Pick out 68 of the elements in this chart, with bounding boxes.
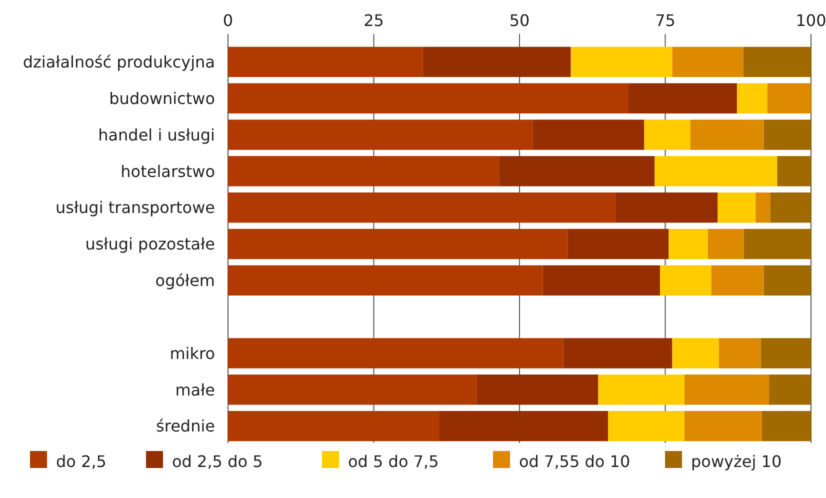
bar <box>660 265 712 296</box>
legend-label: od 2,5 do 5 <box>172 452 263 471</box>
x-tick-label: 50 <box>509 11 530 30</box>
bar <box>228 338 564 368</box>
bar <box>744 228 811 260</box>
bar <box>542 265 660 296</box>
bar <box>760 338 811 368</box>
bar <box>476 374 598 405</box>
bar <box>672 46 744 78</box>
bar <box>736 83 768 114</box>
bar <box>770 192 811 223</box>
y-tick-label: usługi transportowe <box>56 198 215 218</box>
x-tick-label: 75 <box>655 11 676 30</box>
bar <box>769 374 811 405</box>
bar <box>499 156 655 186</box>
y-tick-label: usługi pozostałe <box>85 234 215 254</box>
bar <box>570 46 672 78</box>
bar <box>654 156 778 186</box>
y-tick-label: ogółem <box>155 271 215 290</box>
bar <box>711 265 764 296</box>
bar <box>764 120 811 150</box>
bar <box>690 120 764 150</box>
bar <box>777 156 811 186</box>
bar <box>228 120 533 150</box>
bar <box>568 228 669 260</box>
legend-label: od 7,55 do 10 <box>519 452 630 471</box>
bar <box>718 192 756 223</box>
bar <box>718 338 761 368</box>
y-tick-label: hotelarstwo <box>120 162 215 181</box>
bar <box>762 410 811 442</box>
bar <box>228 46 423 78</box>
bar <box>644 120 690 150</box>
bar <box>608 410 684 442</box>
legend-label: od 5 do 7,5 <box>348 452 439 471</box>
bar <box>228 265 543 296</box>
y-tick-label: małe <box>175 380 215 400</box>
bar <box>668 228 708 260</box>
y-tick-label: średnie <box>156 416 215 436</box>
y-tick-label: handel i usługi <box>98 125 215 144</box>
bar <box>756 192 770 223</box>
bar <box>598 374 684 405</box>
bar <box>684 410 762 442</box>
bar <box>228 228 568 260</box>
bar <box>628 83 737 114</box>
bar <box>767 83 811 114</box>
bar <box>228 156 500 186</box>
x-tick-label: 25 <box>364 11 384 30</box>
bar <box>422 46 571 78</box>
bar <box>532 120 644 150</box>
y-tick-label: mikro <box>170 344 215 363</box>
y-tick-label: budownictwo <box>109 88 215 108</box>
bar <box>764 265 811 296</box>
bar <box>228 410 440 442</box>
bar <box>228 192 616 223</box>
legend-label: powyżej 10 <box>691 452 782 471</box>
bar <box>563 338 672 368</box>
bar <box>228 83 629 114</box>
bar <box>615 192 718 223</box>
x-tick-label: 0 <box>222 11 234 30</box>
bar <box>439 410 608 442</box>
legend-label: do 2,5 <box>56 452 106 471</box>
bar <box>672 338 719 368</box>
bar <box>228 374 477 405</box>
x-tick-label: 100 <box>796 11 826 30</box>
bar <box>684 374 770 405</box>
bar <box>708 228 744 260</box>
y-tick-label: działalność produkcyjna <box>22 52 215 72</box>
bar <box>743 46 811 78</box>
